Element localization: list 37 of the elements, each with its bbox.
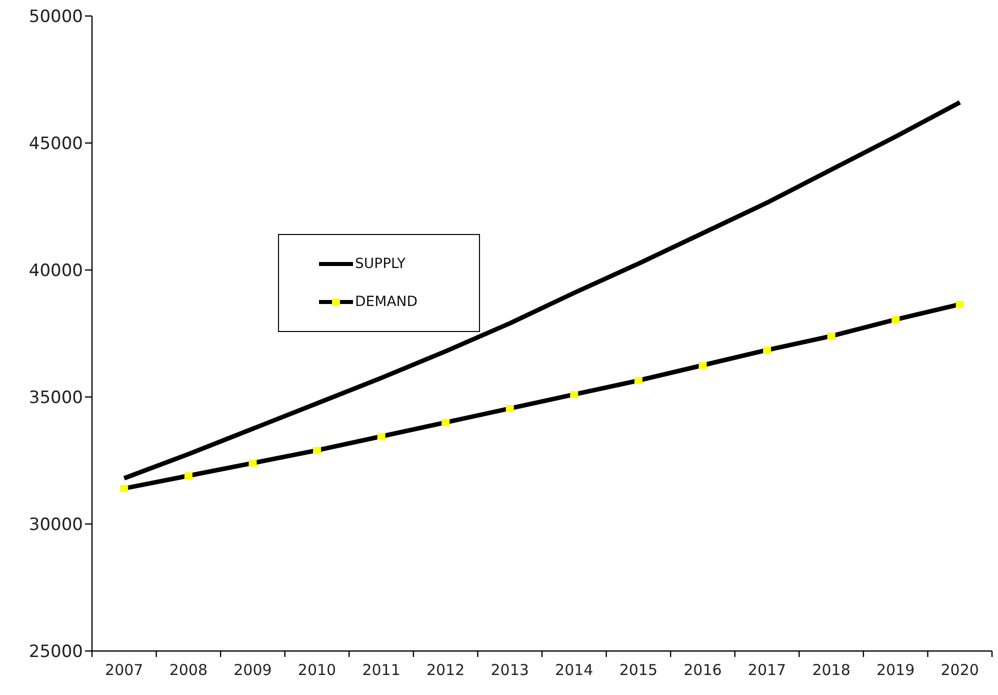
point: [892, 316, 900, 324]
point: [442, 418, 450, 426]
point: [634, 376, 642, 384]
y-tick-label: 35000: [28, 388, 83, 408]
x-tick-label: 2007: [105, 661, 144, 679]
legend-label: DEMAND: [355, 294, 418, 310]
x-tick-label: 2008: [169, 661, 208, 679]
point: [506, 404, 514, 412]
point: [827, 332, 836, 340]
x-tick-label: 2009: [234, 661, 272, 679]
y-tick-label: 50000: [28, 7, 83, 28]
x-tick-label: 2012: [426, 661, 465, 679]
point: [248, 460, 257, 467]
point: [763, 346, 771, 354]
line-series: [122, 100, 962, 481]
y-tick-label: 30000: [28, 515, 83, 536]
y-tick-label: 25000: [28, 642, 83, 662]
x-tick-label: 2010: [298, 661, 336, 679]
point: [184, 472, 192, 480]
x-tick-label: 2016: [684, 661, 722, 679]
y-tick-label: 40000: [28, 261, 83, 282]
x-tick-label: 2014: [555, 661, 594, 679]
x-tick-label: 2011: [362, 661, 400, 679]
x-tick-label: 2015: [619, 661, 658, 679]
point: [313, 446, 321, 454]
point: [698, 362, 707, 369]
y-tick-label: 45000: [28, 134, 83, 154]
legend-label: SUPPLY: [355, 256, 406, 272]
x-tick-label: 2020: [940, 661, 979, 679]
point: [377, 432, 386, 440]
x-tick-label: 2019: [876, 661, 915, 679]
point: [120, 484, 128, 492]
point: [570, 390, 578, 398]
point: [956, 300, 964, 308]
x-tick-label: 2018: [812, 661, 850, 679]
x-tick-label: 2017: [748, 661, 786, 679]
x-tick-label: 2013: [490, 661, 529, 679]
